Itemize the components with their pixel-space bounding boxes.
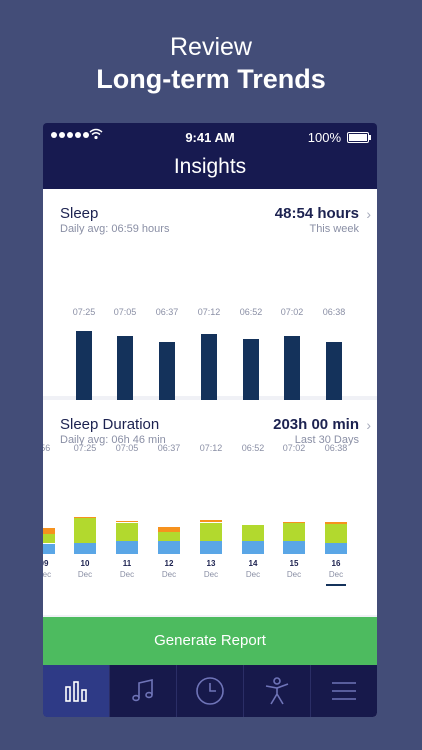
clock-icon [196,677,224,705]
duration-stacked-chart: :56 09 Dec 07:25 10 Dec 07:05 11 Dec 06:37 12 Dec 07… [43,400,377,607]
bar-value-label: 07:12 [197,307,221,317]
bar-value-label: 07:02 [280,307,304,317]
sleep-card-total: 48:54 hours [274,205,359,222]
stack-segment [158,527,180,532]
status-bar: 9:41 AM 100% [43,123,377,151]
stack-segment [242,540,264,554]
bar-value-label: 06:37 [155,307,179,317]
bar-chart-icon [65,681,87,702]
selected-indicator [326,584,346,586]
stack-segment [116,540,138,554]
stack-segment [43,528,55,535]
wifi-icon [89,128,103,140]
date-label: 10 [80,559,90,568]
tab-menu[interactable] [311,665,377,717]
promo-subtitle: Long-term Trends [96,64,326,94]
stack-segment [116,522,138,541]
date-label: 15 [289,559,299,568]
phone-frame: 9:41 AM 100% Insights Sleep Daily avg: 0… [43,123,377,717]
generate-report-button[interactable]: Generate Report [43,617,377,665]
date-label: 13 [206,559,216,568]
battery-percent: 100% [307,130,341,145]
stack-segment [74,516,96,519]
bar-value-label: 06:37 [157,443,181,453]
bar-value-label: 07:25 [73,443,97,453]
tab-alarm[interactable] [177,665,244,717]
promo-title: Review [170,33,252,61]
sleep-card-title: Sleep [60,205,99,222]
bar-value-label: 06:38 [324,443,348,453]
bar-value-label: 07:05 [113,307,137,317]
insights-content[interactable]: Sleep Daily avg: 06:59 hours 48:54 hours… [43,189,377,717]
person-icon [265,677,289,705]
tab-activity[interactable] [244,665,311,717]
stack-segment [242,524,264,541]
signal-icon [51,132,89,138]
sleep-duration-card[interactable]: Sleep Duration Daily avg: 06h 46 min 203… [43,400,377,615]
duration-card-total: 203h 00 min [273,416,359,433]
date-label: 12 [164,559,174,568]
chevron-right-icon[interactable]: › [366,417,371,433]
tab-bar [43,665,377,717]
month-label: Dec [43,570,52,579]
date-label: 16 [331,559,341,568]
stack-segment [43,534,55,544]
stack-segment [325,523,347,543]
date-label: 09 [43,559,49,568]
status-time: 9:41 AM [185,130,235,145]
stack-segment [74,518,96,543]
date-label: 11 [122,559,132,568]
bar-value-label: 06:52 [239,307,263,317]
date-label: 14 [248,559,258,568]
tab-music[interactable] [110,665,177,717]
stack-segment [283,521,305,524]
stack-segment [158,540,180,554]
tab-insights[interactable] [43,665,110,717]
month-label: Dec [77,570,93,579]
bar-value-label: 06:38 [322,307,346,317]
month-label: Dec [161,570,177,579]
sleep-card-period: This week [309,223,359,235]
music-icon [132,678,153,702]
bar-value-label: 06:52 [241,443,265,453]
month-label: Dec [119,570,135,579]
stack-segment [200,522,222,541]
stack-segment [200,519,222,523]
month-label: Dec [328,570,344,579]
battery-icon [347,132,371,143]
page-title: Insights [173,155,247,178]
stack-segment [325,542,347,554]
month-label: Dec [286,570,302,579]
stack-segment [325,521,347,524]
duration-card-period: Last 30 Days [294,434,359,446]
bar-value-label: 07:25 [72,307,96,317]
bar-value-label: 07:02 [282,443,306,453]
stack-segment [200,540,222,554]
menu-icon [332,682,356,700]
month-label: Dec [245,570,261,579]
stack-segment [116,521,138,523]
stack-segment [158,531,180,541]
duration-card-subtitle: Daily avg: 06h 46 min [60,434,166,446]
bar-value-label: :56 [43,443,51,453]
stack-segment [43,543,55,554]
stack-segment [74,542,96,554]
sleep-card-subtitle: Daily avg: 06:59 hours [60,223,170,235]
bar-value-label: 07:12 [199,443,223,453]
bar-value-label: 07:05 [115,443,139,453]
sleep-bar-chart: 07:25THU07:05FRI06:37SAT07:12SUN06:52MON… [43,189,377,452]
stack-segment [283,523,305,542]
duration-card-title: Sleep Duration [60,416,160,433]
stack-segment [283,541,305,554]
chevron-right-icon[interactable]: › [366,206,371,222]
month-label: Dec [203,570,219,579]
sleep-card[interactable]: Sleep Daily avg: 06:59 hours 48:54 hours… [43,189,377,452]
